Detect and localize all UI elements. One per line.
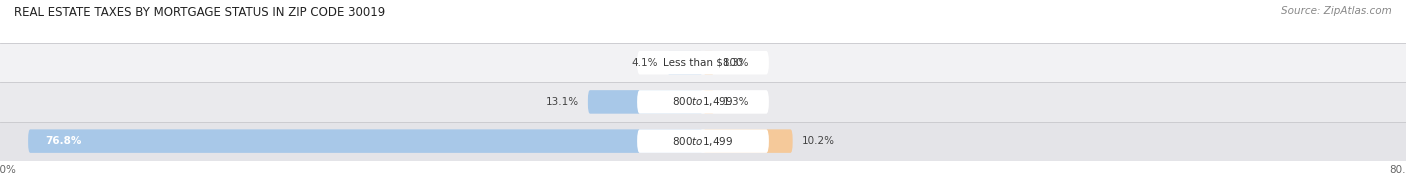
FancyBboxPatch shape — [666, 51, 703, 74]
FancyBboxPatch shape — [637, 90, 769, 114]
Text: REAL ESTATE TAXES BY MORTGAGE STATUS IN ZIP CODE 30019: REAL ESTATE TAXES BY MORTGAGE STATUS IN … — [14, 6, 385, 19]
FancyBboxPatch shape — [703, 51, 714, 74]
Text: 10.2%: 10.2% — [801, 136, 834, 146]
FancyBboxPatch shape — [637, 129, 769, 153]
Text: 76.8%: 76.8% — [46, 136, 82, 146]
FancyBboxPatch shape — [703, 129, 793, 153]
FancyBboxPatch shape — [28, 129, 703, 153]
Text: 13.1%: 13.1% — [546, 97, 579, 107]
Text: Less than $800: Less than $800 — [664, 58, 742, 68]
Bar — [0, 82, 1406, 122]
Text: 1.3%: 1.3% — [723, 97, 749, 107]
Text: $800 to $1,499: $800 to $1,499 — [672, 95, 734, 108]
Text: $800 to $1,499: $800 to $1,499 — [672, 135, 734, 148]
FancyBboxPatch shape — [637, 51, 769, 74]
Bar — [0, 43, 1406, 82]
Bar — [0, 122, 1406, 161]
FancyBboxPatch shape — [588, 90, 703, 114]
Text: 1.3%: 1.3% — [723, 58, 749, 68]
FancyBboxPatch shape — [703, 90, 714, 114]
Text: Source: ZipAtlas.com: Source: ZipAtlas.com — [1281, 6, 1392, 16]
Text: 4.1%: 4.1% — [631, 58, 658, 68]
